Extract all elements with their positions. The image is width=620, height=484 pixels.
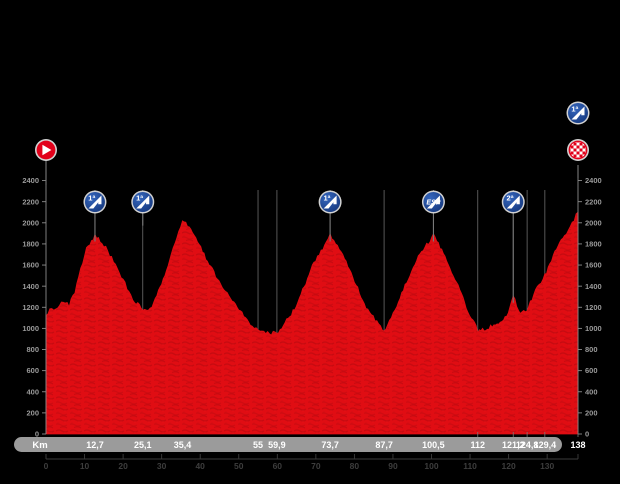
- km-bar: Km 12,7 25,1 35,4 55 59,9 73,7 87,7 100,5 112 121,…: [14, 432, 586, 452]
- km-label: 100,5: [422, 440, 445, 450]
- y-tick-label: 0: [585, 430, 589, 439]
- elevation-fill: [46, 212, 578, 434]
- y-tick-label: 1200: [585, 303, 602, 312]
- slope-arrow-icon: [426, 195, 440, 209]
- x-scale-label: 120: [502, 461, 516, 471]
- climb-category-sign[interactable]: 1ª: [318, 190, 342, 214]
- play-triangle: [42, 144, 52, 156]
- x-scale-label: 130: [540, 461, 554, 471]
- y-tick-label: 0: [35, 430, 39, 439]
- slope-arrow-icon: [571, 106, 585, 120]
- y-tick-label: 400: [585, 387, 598, 396]
- x-scale-axis: 0 10 20 30 40 50 60 70 80 90 100 110 120 130: [44, 454, 579, 471]
- y-tick-label: 2200: [585, 197, 602, 206]
- km-bar-caption: Km: [32, 440, 47, 451]
- km-label: 25,1: [134, 440, 152, 450]
- km-label: 121,2: [502, 440, 525, 450]
- x-scale-label: 90: [388, 461, 398, 471]
- y-tick-label: 800: [585, 345, 598, 354]
- x-scale-label: 110: [463, 461, 477, 471]
- climb-category-sign[interactable]: 1ª: [566, 101, 590, 125]
- x-scale-label: 100: [424, 461, 438, 471]
- y-tick-label: 2400: [22, 176, 39, 185]
- y-tick-label: 2200: [22, 197, 39, 206]
- km-label: 59,9: [268, 440, 286, 450]
- y-tick-label: 800: [26, 345, 39, 354]
- climb-category-sign[interactable]: 2ª: [501, 190, 525, 214]
- x-scale-label: 20: [118, 461, 128, 471]
- y-tick-label: 1600: [585, 261, 602, 270]
- y-tick-label: 1400: [22, 282, 39, 291]
- sign-category-label: 1ª: [571, 105, 578, 114]
- km-bar-background: [14, 437, 562, 452]
- y-tick-label: 1400: [585, 282, 602, 291]
- km-label: 124,8: [516, 440, 539, 450]
- x-scale-label: 50: [234, 461, 244, 471]
- climb-category-sign[interactable]: ESP: [421, 190, 445, 214]
- km-label: 35,4: [174, 440, 192, 450]
- y-tick-label: 200: [585, 408, 598, 417]
- slope-arrow-icon: [88, 195, 102, 209]
- sign-category-label: 1ª: [88, 194, 95, 203]
- y-tick-label: 600: [585, 366, 598, 375]
- start-play-icon[interactable]: [35, 139, 57, 161]
- y-tick-label: 1800: [22, 240, 39, 249]
- climb-category-sign[interactable]: 1ª: [131, 190, 155, 214]
- climb-category-sign[interactable]: 1ª: [83, 190, 107, 214]
- km-label: 87,7: [375, 440, 393, 450]
- sign-category-label: 2ª: [507, 194, 514, 203]
- checkered-flag-icon[interactable]: [567, 139, 589, 161]
- y-tick-label: 1200: [22, 303, 39, 312]
- x-scale-label: 60: [273, 461, 283, 471]
- elevation-area: [45, 211, 579, 435]
- y-axis-left: 0 200 400 600 800 1000 1200 1400 1600 1800 2000 220…: [22, 174, 47, 439]
- sign-category-label: 1ª: [136, 194, 143, 203]
- y-tick-label: 1000: [22, 324, 39, 333]
- x-scale-label: 10: [80, 461, 90, 471]
- slope-arrow-icon: [136, 195, 150, 209]
- x-scale-label: 80: [350, 461, 360, 471]
- y-tick-label: 1600: [22, 261, 39, 270]
- y-tick-label: 2000: [585, 218, 602, 227]
- x-scale-label: 30: [157, 461, 167, 471]
- y-tick-label: 2000: [22, 218, 39, 227]
- x-scale-label: 0: [44, 461, 49, 471]
- y-tick-label: 1000: [585, 324, 602, 333]
- y-tick-label: 1800: [585, 240, 602, 249]
- y-tick-label: 600: [26, 366, 39, 375]
- km-label: 55: [253, 440, 263, 450]
- km-label: 12,7: [86, 440, 104, 450]
- km-label: 112: [471, 440, 486, 450]
- x-scale-label: 70: [311, 461, 321, 471]
- x-scale-label: 40: [195, 461, 205, 471]
- y-tick-label: 400: [26, 387, 39, 396]
- y-tick-label: 2400: [585, 176, 602, 185]
- km-label: 73,7: [321, 440, 339, 450]
- km-label: 138: [570, 440, 585, 450]
- sign-category-label: ESP: [426, 199, 440, 206]
- slope-arrow-icon: [323, 195, 337, 209]
- y-axis-right: 0 200 400 600 800 1000 1200 1400 1600 1800 2000 220…: [577, 174, 602, 439]
- y-tick-label: 200: [26, 408, 39, 417]
- elevation-outline: [45, 211, 579, 435]
- route-markers[interactable]: 1ª 1ª 1ª ESP 2ª 1ª: [35, 101, 590, 303]
- km-label: 129,4: [534, 440, 557, 450]
- slope-arrow-icon: [506, 195, 520, 209]
- sign-category-label: 1ª: [323, 194, 330, 203]
